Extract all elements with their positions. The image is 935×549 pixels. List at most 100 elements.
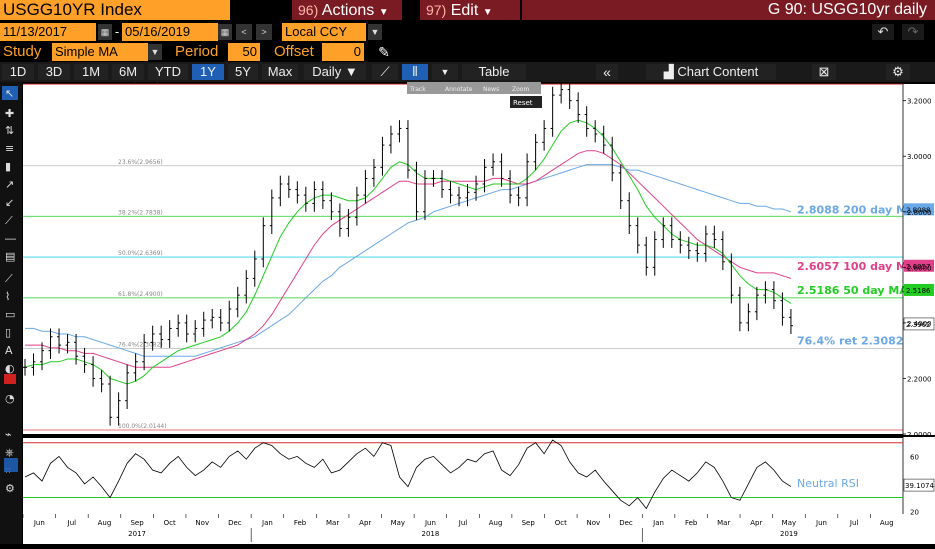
study-bar: Study Simple MA ▼ Period 50 Offset 0 ✎ bbox=[0, 42, 935, 62]
x-tick-label-7: Jan bbox=[261, 519, 273, 527]
chart-content-label: Chart Content bbox=[677, 64, 759, 79]
svg-text:✚: ✚ bbox=[5, 107, 14, 120]
y-tick-label-2: 2.8000 bbox=[907, 209, 932, 217]
period-1d[interactable]: 1D bbox=[2, 64, 34, 80]
svg-text:↙: ↙ bbox=[5, 196, 14, 209]
x-tick-label-21: Mar bbox=[717, 519, 730, 527]
bar-chart-icon[interactable]: ⫴ bbox=[402, 64, 428, 80]
period-6m[interactable]: 6M bbox=[112, 64, 144, 80]
chart-toolbar: 1D 3D 1M 6M YTD 1Y 5Y Max Daily ▼ ⟋ ⫴ ▼ … bbox=[0, 62, 935, 82]
actions-label: Actions bbox=[321, 2, 375, 19]
svg-text:↖: ↖ bbox=[5, 87, 14, 100]
offset-field[interactable]: 0 bbox=[322, 43, 364, 61]
frequency-select[interactable]: Daily ▼ bbox=[304, 64, 366, 80]
price-tag-text-2: 2.5186 bbox=[906, 287, 931, 295]
x-tick-label-6: Dec bbox=[228, 519, 242, 527]
price-bars bbox=[23, 82, 793, 426]
svg-text:⇅: ⇅ bbox=[5, 124, 14, 137]
y-tick-label-5: 2.2000 bbox=[907, 375, 932, 383]
edit-icon[interactable]: ⊠ bbox=[812, 64, 836, 80]
chevron-down-icon[interactable]: ▼ bbox=[148, 44, 162, 60]
news-button[interactable]: News bbox=[483, 86, 499, 93]
edit-label: Edit bbox=[450, 2, 479, 19]
price-tag-2 bbox=[904, 283, 934, 296]
chart-content-button[interactable]: ▟ Chart Content bbox=[646, 64, 776, 80]
svg-text:≡: ≡ bbox=[5, 142, 14, 155]
collapse-icon[interactable]: « bbox=[596, 64, 618, 80]
ma200-line bbox=[25, 164, 792, 357]
chevron-left-icon[interactable]: < bbox=[236, 24, 252, 40]
svg-text:↗: ↗ bbox=[5, 178, 14, 191]
price-tag-text-1: 2.6057 bbox=[906, 263, 931, 271]
chevron-down-icon[interactable]: ▼ bbox=[368, 24, 382, 40]
period-3d[interactable]: 3D bbox=[38, 64, 70, 80]
svg-text:▭: ▭ bbox=[5, 308, 15, 321]
period-1m[interactable]: 1M bbox=[74, 64, 108, 80]
period-1y[interactable]: 1Y bbox=[192, 64, 224, 80]
left-toolbar-icons[interactable]: ↖ ✚ ⇅ ≡ ▮ ↗ ↙ ⟋ ― ▤ ⟋ ⌇ ▭ ▯ A ◐ ◔ ⌁ ⎈ ⌗ … bbox=[0, 82, 22, 544]
x-axis: Jun Jul Aug Sep Oct Nov Dec Jan Feb Mar Apr May Jun J… bbox=[22, 514, 894, 542]
x-tick-label-10: Apr bbox=[359, 519, 371, 527]
date-separator: - bbox=[114, 24, 120, 39]
period-max[interactable]: Max bbox=[262, 64, 298, 80]
period-ytd[interactable]: YTD bbox=[148, 64, 188, 80]
gear-icon[interactable]: ⚙ bbox=[886, 64, 910, 80]
x-axis-area bbox=[23, 514, 935, 544]
y-tick-label-3: 2.6000 bbox=[907, 264, 932, 272]
price-tag-3 bbox=[903, 317, 935, 331]
reset-label: Reset bbox=[513, 99, 533, 107]
annotate-button[interactable]: Annotate bbox=[445, 86, 473, 93]
chevron-down-icon[interactable]: ▼ bbox=[432, 64, 458, 80]
study-select[interactable]: Simple MA bbox=[52, 43, 148, 61]
rsi-tick-label-2: 20 bbox=[910, 508, 919, 516]
y-tick-label-0: 3.2000 bbox=[907, 98, 932, 106]
period-5y[interactable]: 5Y bbox=[228, 64, 258, 80]
caret-down-icon: ▼ bbox=[344, 64, 358, 79]
price-tag-0 bbox=[904, 203, 934, 216]
rsi-line bbox=[24, 439, 792, 510]
rsi-plot-area[interactable] bbox=[23, 438, 903, 514]
actions-button[interactable]: 96) Actions ▼ bbox=[292, 0, 402, 20]
track-button[interactable]: Track bbox=[409, 86, 426, 93]
chevron-right-icon[interactable]: > bbox=[256, 24, 272, 40]
end-date-field[interactable]: 05/16/2019 bbox=[122, 23, 218, 41]
ticker-field[interactable]: USGG10YR Index bbox=[0, 0, 230, 20]
reset-button[interactable] bbox=[510, 96, 542, 108]
annotation-label-0: 2.8088 200 day MA bbox=[797, 203, 916, 216]
rsi-tag-text: 39.1074 bbox=[905, 482, 934, 490]
svg-text:⚙: ⚙ bbox=[5, 482, 15, 495]
period-field[interactable]: 50 bbox=[228, 43, 260, 61]
annotation-label-3: 76.4% ret 2.3082 bbox=[797, 334, 903, 347]
svg-text:▮: ▮ bbox=[5, 160, 11, 173]
year-label-0: 2017 bbox=[128, 530, 146, 538]
x-tick-label-15: Sep bbox=[522, 519, 536, 527]
line-chart-icon[interactable]: ⟋ bbox=[372, 64, 398, 80]
table-button[interactable]: Table bbox=[462, 64, 526, 80]
pencil-icon[interactable]: ✎ bbox=[378, 44, 390, 60]
svg-text:⟋: ⟋ bbox=[5, 272, 13, 285]
price-chart[interactable]: 0.0%(3.2594) 23.6%(2.9656) 38.2%(2.7838) 50… bbox=[0, 82, 935, 544]
edit-num: 97) bbox=[426, 2, 447, 18]
currency-select[interactable]: Local CCY bbox=[282, 23, 366, 41]
calendar-icon[interactable]: ▦ bbox=[98, 24, 112, 40]
price-tag-1 bbox=[904, 259, 934, 272]
y-tick-label-4: 2.4000 bbox=[907, 320, 932, 328]
fib-label-1: 23.6%(2.9656) bbox=[118, 159, 163, 166]
study-label: Study bbox=[3, 43, 42, 60]
svg-text:▤: ▤ bbox=[5, 250, 15, 263]
undo-icon[interactable]: ↶ bbox=[872, 24, 894, 40]
calendar-icon[interactable]: ▦ bbox=[218, 24, 232, 40]
annotation-label-1: 2.6057 100 day MA bbox=[797, 260, 916, 273]
year-label-1: 2018 bbox=[421, 530, 439, 538]
x-tick-label-24: Jun bbox=[815, 519, 827, 527]
zoom-button[interactable]: Zoom bbox=[512, 86, 529, 93]
x-tick-label-23: May bbox=[782, 519, 796, 527]
x-tick-label-5: Nov bbox=[195, 519, 209, 527]
x-tick-label-22: Apr bbox=[750, 519, 762, 527]
price-plot-area[interactable] bbox=[23, 84, 903, 434]
edit-button[interactable]: 97) Edit ▼ bbox=[420, 0, 520, 20]
redo-icon[interactable]: ↷ bbox=[902, 24, 924, 40]
start-date-field[interactable]: 11/13/2017 bbox=[0, 23, 96, 41]
caret-down-icon: ▼ bbox=[378, 7, 389, 18]
